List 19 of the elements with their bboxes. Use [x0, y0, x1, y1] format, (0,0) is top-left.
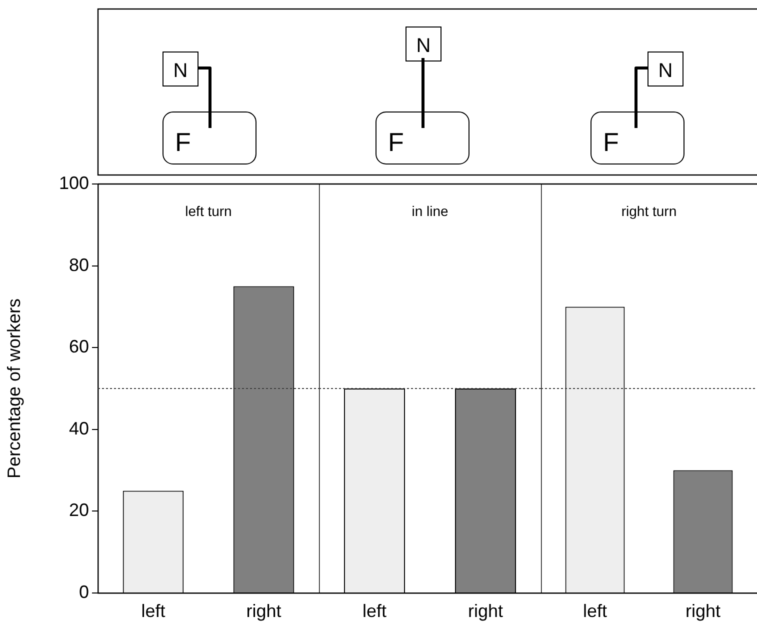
x-tick-label: left: [141, 600, 166, 621]
text: in line: [412, 202, 448, 219]
y-tick-label: 40: [68, 418, 89, 438]
connector-diagram: N F: [376, 26, 470, 164]
text: right turn: [621, 202, 677, 219]
x-tick-label: left: [582, 600, 608, 621]
y-tick-label: 20: [68, 500, 89, 520]
x-tick-label: right: [685, 600, 721, 621]
x-tick-label: right: [468, 600, 504, 621]
x-tick-label: left: [362, 600, 387, 621]
connector-diagram: N F: [590, 52, 684, 164]
y-tick-label: 0: [78, 582, 89, 602]
y-axis-title: Percentage of workers: [4, 298, 24, 479]
text: left turn: [185, 202, 232, 219]
y-tick-label: 60: [68, 336, 89, 357]
connector-diagram: N F: [162, 52, 256, 164]
x-tick-label: right: [246, 600, 282, 621]
y-tick-label: 100: [58, 172, 89, 193]
y-tick-label: 80: [68, 254, 89, 275]
